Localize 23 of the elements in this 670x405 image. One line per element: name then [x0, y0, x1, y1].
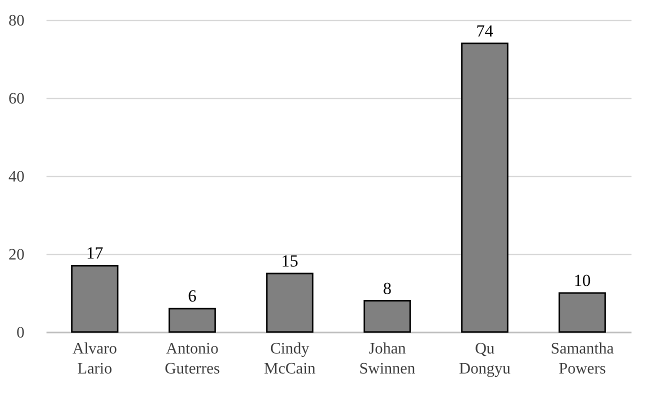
y-tick-label: 60 — [8, 90, 24, 108]
bar — [266, 272, 314, 333]
bar — [364, 300, 411, 333]
x-tick-label: Cindy McCain — [264, 340, 316, 378]
data-label: 74 — [476, 21, 494, 40]
bar — [168, 308, 216, 333]
data-label: 6 — [188, 286, 196, 306]
y-tick-label: 40 — [8, 168, 24, 186]
y-tick-label: 20 — [8, 246, 24, 264]
x-tick-label: Alvaro Lario — [72, 340, 117, 378]
data-label: 8 — [383, 278, 392, 298]
x-tick-label: Qu Dongyu — [458, 340, 511, 378]
y-tick-label: 80 — [8, 12, 24, 30]
bar — [558, 292, 606, 333]
x-tick-label: Samantha Powers — [550, 340, 614, 378]
x-tick-label: Antonio Guterres — [164, 340, 220, 378]
x-tick-label: Johan Swinnen — [359, 340, 416, 378]
data-label: 17 — [86, 244, 104, 263]
bar — [71, 264, 118, 333]
bar — [461, 42, 508, 333]
data-label: 15 — [281, 252, 298, 270]
y-tick-label: 0 — [16, 324, 24, 342]
data-label: 10 — [574, 271, 591, 290]
